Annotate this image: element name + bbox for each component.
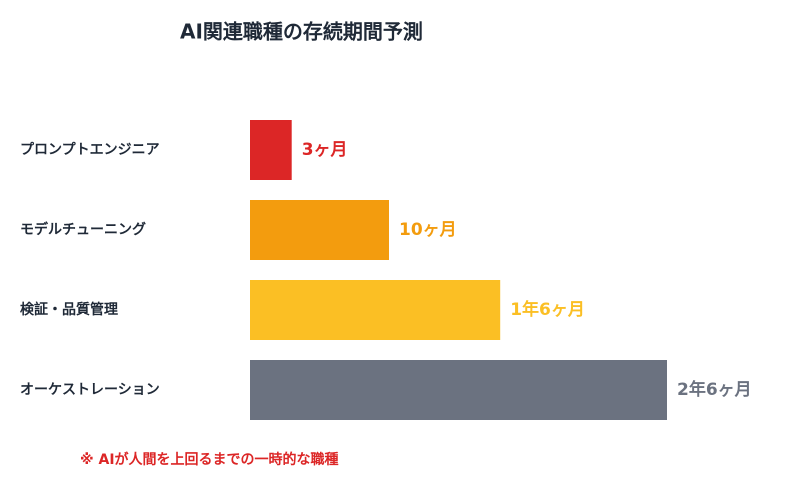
chart-title: AI関連職種の存続期間予測 xyxy=(180,20,423,44)
value-label: 10ヶ月 xyxy=(399,220,457,240)
value-label: 2年6ヶ月 xyxy=(677,379,752,400)
category-label: プロンプトエンジニア xyxy=(20,142,160,158)
category-label: 検証・品質管理 xyxy=(20,301,118,318)
bar xyxy=(250,360,667,420)
value-label: 1年6ヶ月 xyxy=(510,299,585,320)
value-label: 3ヶ月 xyxy=(302,140,348,160)
bar xyxy=(250,120,292,180)
category-label: モデルチューニング xyxy=(20,221,146,238)
category-label: オーケストレーション xyxy=(20,382,160,398)
bar xyxy=(250,280,501,340)
bar xyxy=(250,200,389,260)
note: ※ AIが人間を上回るまでの一時的な職種 xyxy=(80,451,339,468)
